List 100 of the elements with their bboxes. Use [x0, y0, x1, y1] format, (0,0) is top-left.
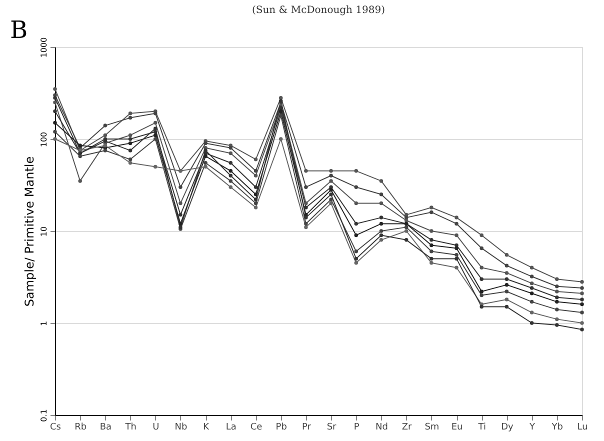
point [379, 238, 384, 242]
point [555, 295, 559, 300]
point [278, 114, 283, 118]
point [580, 291, 584, 296]
point [254, 201, 258, 206]
x-tick-label: Ce [250, 422, 263, 432]
point [580, 280, 584, 284]
point [329, 179, 333, 183]
point [178, 222, 182, 226]
x-tick-label: Sm [424, 422, 440, 432]
point [530, 274, 534, 278]
point [304, 185, 308, 189]
chart-title: (Sun & McDonough 1989) [252, 5, 386, 16]
x-tick-label: Ba [100, 422, 112, 432]
point [78, 144, 82, 148]
point [53, 109, 57, 114]
point [304, 216, 308, 220]
x-tick-label: La [226, 422, 236, 432]
point [128, 148, 132, 152]
point [228, 169, 233, 173]
x-tick-label: U [152, 422, 160, 432]
point [304, 222, 308, 226]
x-tick-label: Cs [50, 422, 62, 432]
point [128, 133, 132, 138]
point [555, 277, 559, 281]
point [555, 284, 559, 288]
point [128, 141, 132, 146]
point [379, 229, 384, 233]
point [53, 87, 57, 91]
x-tick-label: Zr [402, 422, 412, 432]
point [504, 253, 509, 257]
point [580, 302, 584, 306]
point [430, 256, 434, 261]
x-tick-label: Pb [276, 422, 288, 432]
point [128, 111, 132, 116]
point [304, 225, 308, 230]
point [254, 192, 258, 196]
point [555, 308, 559, 312]
point [354, 201, 358, 206]
point [128, 116, 132, 120]
point [228, 151, 233, 156]
point [154, 126, 158, 130]
point [454, 216, 458, 220]
x-tick-label: P [354, 422, 360, 432]
point [329, 174, 333, 178]
point [329, 192, 333, 196]
point [454, 266, 458, 270]
x-tick-label: Pr [302, 422, 312, 432]
point [354, 250, 358, 254]
y-tick-label: 100 [40, 132, 48, 148]
point [404, 218, 408, 222]
point [530, 286, 534, 290]
point [404, 229, 408, 233]
point [580, 321, 584, 325]
point [379, 233, 384, 238]
point [154, 130, 158, 134]
y-tick-label: 0.1 [40, 409, 48, 422]
point [454, 246, 458, 250]
point [454, 233, 458, 238]
point [454, 243, 458, 248]
point [329, 169, 333, 173]
y-axis-title: Sample/ Primitive Mantle [22, 156, 36, 307]
point [504, 282, 509, 287]
point [354, 233, 358, 238]
point [354, 261, 358, 265]
point [404, 238, 408, 242]
point [430, 210, 434, 214]
point [580, 298, 584, 302]
x-tick-label: Rb [74, 422, 87, 432]
y-tick-label: 1000 [40, 37, 48, 58]
point [103, 148, 108, 152]
point [504, 277, 509, 281]
point [530, 321, 534, 325]
y-tick-label: 1 [40, 320, 48, 326]
point [78, 179, 82, 183]
point [430, 250, 434, 254]
point [254, 169, 258, 173]
point [454, 222, 458, 226]
point [154, 133, 158, 138]
point [329, 201, 333, 206]
point [430, 243, 434, 248]
point [254, 206, 258, 210]
point [228, 185, 233, 189]
point [530, 310, 534, 314]
point [430, 229, 434, 233]
point [354, 185, 358, 189]
point [480, 290, 484, 294]
point [555, 290, 559, 294]
point [329, 188, 333, 192]
point [103, 144, 108, 148]
x-tick-label: Sr [326, 422, 337, 432]
point [228, 146, 233, 150]
point [53, 96, 57, 100]
x-tick-label: Y [528, 422, 536, 432]
x-tick-label: Th [124, 422, 136, 432]
point [304, 206, 308, 210]
point [204, 148, 208, 152]
x-tick-label: Dy [501, 422, 514, 432]
point [204, 161, 208, 165]
point [480, 277, 484, 281]
